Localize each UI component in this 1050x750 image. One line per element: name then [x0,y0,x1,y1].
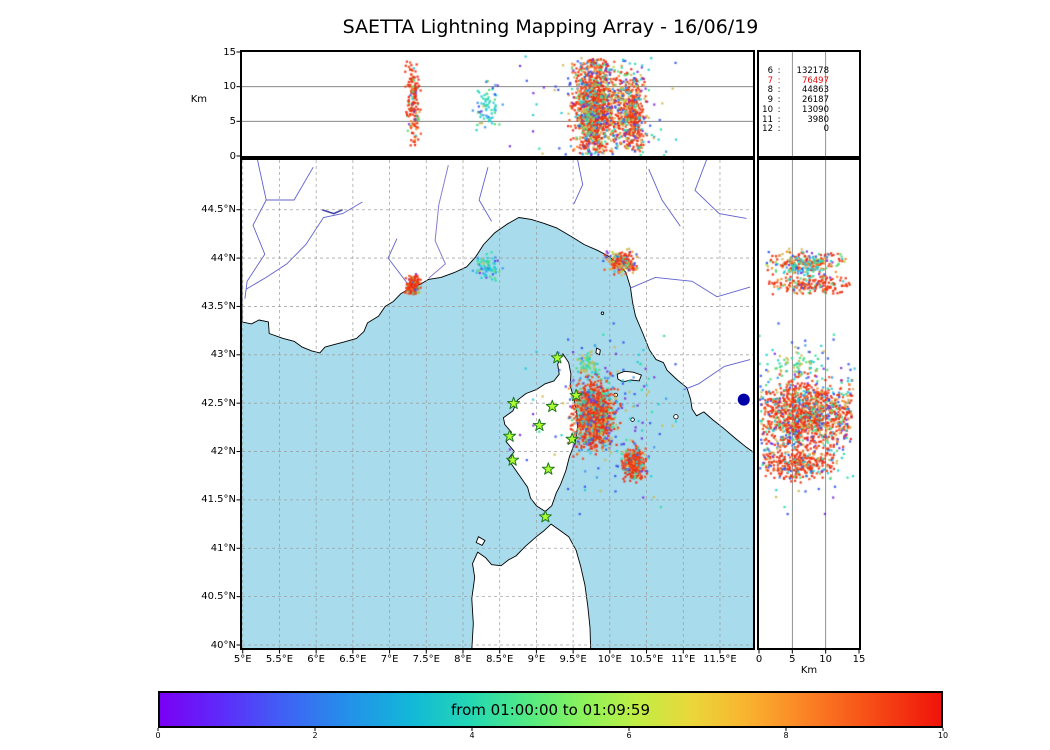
lon-tick-label: 11.5°E [703,654,737,665]
stats-level: : [777,124,781,135]
lat-tick-label: 44.5°N [201,204,236,216]
stats-level: 8 [767,85,773,96]
map-panel [240,158,755,650]
alt-right-tick-label: 5 [789,654,796,665]
stats-count: 26187 [801,95,829,106]
lon-tick-label: 9.5°E [559,654,587,665]
lma-station-star [565,432,579,445]
map-scatter [242,160,753,648]
lon-tick-label: 10°E [597,654,622,665]
lma-station-star [506,453,520,466]
stats-level: 11 [762,114,773,125]
lat-tick-label: 41°N [210,542,236,554]
stats-level: 10 [762,104,773,115]
lat-tick-label: 42°N [210,446,236,458]
lon-tick-label: 8.5°E [486,654,514,665]
stats-count: 13090 [801,104,829,115]
stats-level: : [777,85,781,96]
lon-tick-label: 8°E [454,654,472,665]
alt-top-tick-label: 10 [223,81,236,93]
lat-tick-label: 40.5°N [201,591,236,603]
stats-count: 132178 [796,66,829,76]
lon-tick-label: 7°E [380,654,399,665]
stats-level: 6 [767,66,773,76]
colorbar-tick-label: 10 [937,731,949,740]
time-colorbar: from 01:00:00 to 01:09:59 [158,691,943,728]
lon-tick-label: 6.5°E [339,654,367,665]
alt-right-tick-label: 15 [852,654,866,665]
stats-count: 44863 [801,85,829,96]
lma-station-star [507,396,521,410]
alt-top-tick-label: 0 [229,150,236,162]
lon-tick-label: 10.5°E [629,654,664,665]
stats-level: 9 [767,95,773,106]
lon-tick-label: 6°E [307,654,325,665]
altitude-axis-label-right: Km [800,665,818,676]
colorbar-tick-label: 6 [626,731,632,740]
stats-level: : [777,75,781,86]
lat-tick-label: 43°N [210,349,236,361]
lat-tick-label: 40°N [210,639,236,651]
lat-tick-label: 41.5°N [201,494,236,506]
stats-level: 12 [762,124,773,135]
source-counts-list: 6:132178 7:76497 8:44863 9:26187 10:13090 11:… [759,66,858,135]
stats-level: : [777,114,781,125]
altitude-lat-panel [757,158,861,650]
source-count-panel [757,50,861,158]
stats-gridlines [791,52,827,156]
lma-station-star [541,462,555,475]
lon-tick-label: 11°E [671,654,696,665]
lon-tick-label: 5.5°E [265,654,294,665]
map-station-markers [503,351,750,523]
stats-level: : [777,95,781,106]
altitude-axis-label-top: Km [190,94,207,105]
figure-title: SAETTA Lightning Mapping Array - 16/06/1… [342,16,759,38]
lat-tick-label: 42.5°N [201,397,236,409]
stats-row: 10: 13090 [759,104,858,116]
stats-row: 8: 44863 [759,86,858,96]
alt-top-tick-label: 15 [223,46,236,58]
lat-tick-label: 43.5°N [201,300,236,312]
colorbar-tick-label: 8 [783,731,789,740]
colorbar-tick-label: 4 [469,731,475,740]
blue-dot-marker [737,393,750,406]
alt-latitude-scatter [759,160,859,648]
colorbar-tick-label: 0 [155,731,161,740]
alt-right-tick-label: 10 [819,654,833,665]
stats-count: 76497 [801,75,829,86]
lma-station-star [550,351,564,364]
colorbar-label: from 01:00:00 to 01:09:59 [450,700,650,719]
stats-level: : [777,66,781,76]
lon-tick-label: 7.5°E [412,654,440,665]
lon-altitude-panel [240,50,755,158]
lon-tick-label: 9°E [527,654,546,665]
stats-count: 0 [823,124,829,135]
alt-right-tick-label: 0 [755,654,763,665]
stats-row: 12: 0 [759,125,858,135]
stats-row: 9: 26187 [759,95,858,106]
lat-tick-label: 44°N [210,252,236,264]
lma-station-star [538,510,552,523]
lon-altitude-scatter [242,52,753,156]
lma-station-star [569,388,583,402]
stats-count: 3980 [807,114,829,125]
lma-station-star [545,399,559,413]
stats-row: 6: 132178 [759,66,858,77]
lon-tick-label: 5°E [233,654,252,665]
alt-top-tick-label: 5 [229,115,236,127]
stats-level: : [777,104,781,115]
stats-row: 11: 3980 [759,114,858,126]
lma-station-star [532,418,546,431]
lma-station-star [503,429,517,442]
stats-level: 7 [767,75,773,86]
colorbar-tick-label: 2 [312,731,318,740]
stats-row: 7: 76497 [759,75,858,87]
